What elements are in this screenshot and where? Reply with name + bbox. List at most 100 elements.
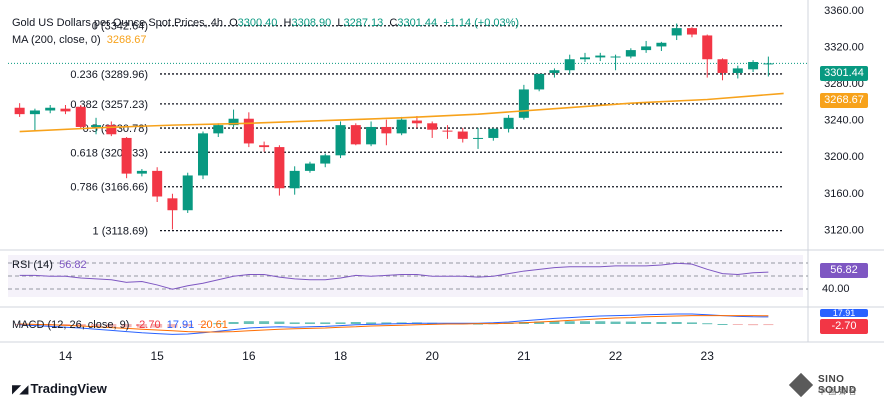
candle xyxy=(717,58,728,81)
high-label: H xyxy=(283,17,292,29)
candle-body xyxy=(427,123,438,130)
candle xyxy=(182,172,193,213)
candle xyxy=(488,127,499,141)
candle-body xyxy=(457,131,468,139)
macd-line xyxy=(19,313,769,335)
macd-hist-bar xyxy=(91,324,102,327)
macd-hist-bar xyxy=(167,324,178,328)
candle-body xyxy=(625,50,636,57)
ma-price-tag: 3268.67 xyxy=(820,93,868,108)
time-axis[interactable]: 14 15 16 18 20 21 22 23 xyxy=(59,349,714,363)
macd-hist-bar xyxy=(106,324,117,327)
fib-label-0.382: 0.382 (3257.23) xyxy=(70,99,148,111)
macd-hist-bar xyxy=(610,321,621,324)
price-tick-label: 3160.00 xyxy=(824,188,864,200)
macd-hist-bar xyxy=(320,322,331,324)
candle-body xyxy=(335,125,346,156)
macd-signal-value: 20.61 xyxy=(200,319,228,331)
candle-body xyxy=(274,147,285,189)
candle-body xyxy=(549,70,560,73)
macd-hist-bar xyxy=(381,322,392,324)
candle-body xyxy=(518,89,529,118)
macd-hist-bar xyxy=(686,322,697,324)
candle-body xyxy=(106,125,117,135)
macd-hist-tag: -2.70 xyxy=(820,319,868,334)
ma-legend-value: 3268.67 xyxy=(106,34,147,46)
candle-body xyxy=(396,119,407,134)
price-axis[interactable]: 3360.00 3320.00 3280.00 3240.00 3200.00 3160.… xyxy=(824,5,864,237)
high-value: 3308.90 xyxy=(291,17,332,29)
tradingview-icon: ◤◢ xyxy=(12,382,29,396)
sino-sound-watermark: SINO SOUND 中 國 聲 音 xyxy=(788,372,876,400)
candle xyxy=(442,125,453,139)
candle xyxy=(29,108,40,131)
candle xyxy=(396,116,407,136)
candle xyxy=(549,68,560,78)
candle xyxy=(427,121,438,138)
candle-body xyxy=(503,117,514,129)
candle xyxy=(625,48,636,59)
ma200-line xyxy=(19,92,784,133)
macd-hist-bar xyxy=(198,324,208,325)
candle-body xyxy=(91,125,102,127)
macd-signal-line xyxy=(19,315,769,333)
candle-body xyxy=(732,68,743,73)
candle xyxy=(259,141,270,152)
candle xyxy=(381,119,392,146)
candle xyxy=(534,73,545,92)
ma-label[interactable]: MA (200, close, 0) xyxy=(12,34,101,46)
macd-hist-bar xyxy=(656,322,667,324)
candle-body xyxy=(213,125,224,134)
time-tick-label: 14 xyxy=(59,349,73,363)
rsi-label[interactable]: RSI (14) xyxy=(12,259,53,271)
symbol-title[interactable]: Gold US Dollars per Ounce Spot Prices xyxy=(12,17,205,29)
macd-hist-bar xyxy=(350,322,361,324)
time-tick-label: 16 xyxy=(242,349,256,363)
price-tick-label: 3200.00 xyxy=(824,151,864,163)
candle-body xyxy=(748,61,759,70)
sino-sound-logo-icon xyxy=(788,372,814,398)
candle-body xyxy=(259,145,270,148)
candle-body xyxy=(228,118,239,126)
candle xyxy=(274,145,285,196)
tradingview-logo[interactable]: ◤◢ TradingView xyxy=(12,381,107,396)
candle xyxy=(564,54,575,74)
fib-label-0.786: 0.786 (3166.66) xyxy=(70,182,148,194)
candle-body xyxy=(350,125,361,145)
macd-label[interactable]: MACD (12, 26, close, 9) xyxy=(12,319,130,331)
candle xyxy=(702,34,713,78)
candle-body xyxy=(29,110,40,115)
candle xyxy=(45,104,56,114)
macd-hist-bar xyxy=(549,321,560,324)
candle-body xyxy=(243,118,254,144)
candle-body xyxy=(60,108,71,112)
candle-body xyxy=(167,198,178,211)
close-label: C xyxy=(389,17,398,29)
candle-body xyxy=(75,106,86,127)
macd-hist-bar xyxy=(641,322,652,324)
rsi-line xyxy=(19,262,769,290)
time-tick-label: 23 xyxy=(701,349,715,363)
candlestick-series xyxy=(14,23,774,230)
fib-label-0: 0 (3342.64) xyxy=(92,21,148,33)
candle-body xyxy=(442,130,453,132)
open-value: 3300.40 xyxy=(237,17,278,29)
candle xyxy=(732,65,743,79)
candle-body xyxy=(610,56,621,58)
rsi-legend: RSI (14) 56.82 xyxy=(12,258,87,272)
candle xyxy=(75,104,86,129)
macd-hist-bar xyxy=(213,323,224,325)
interval[interactable]: 4h xyxy=(210,17,223,29)
macd-hist-bar xyxy=(121,324,132,328)
rsi-value: 56.82 xyxy=(59,259,87,271)
candle-body xyxy=(641,46,652,51)
candle xyxy=(289,166,300,195)
candle-body xyxy=(152,170,163,197)
candle xyxy=(335,121,346,159)
candle-body xyxy=(45,107,56,111)
macd-hist-bar xyxy=(580,321,590,324)
candle xyxy=(106,121,117,137)
macd-hist-bar xyxy=(136,324,147,328)
low-label: L xyxy=(337,17,344,29)
